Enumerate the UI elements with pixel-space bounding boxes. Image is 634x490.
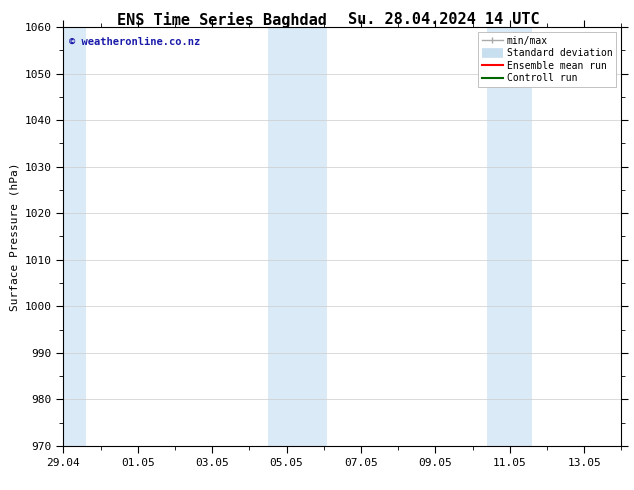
Bar <box>488 27 532 446</box>
Y-axis label: Surface Pressure (hPa): Surface Pressure (hPa) <box>9 162 19 311</box>
Bar <box>268 27 328 446</box>
Text: Su. 28.04.2024 14 UTC: Su. 28.04.2024 14 UTC <box>348 12 540 27</box>
Bar <box>60 27 86 446</box>
Text: ENS Time Series Baghdad: ENS Time Series Baghdad <box>117 12 327 28</box>
Legend: min/max, Standard deviation, Ensemble mean run, Controll run: min/max, Standard deviation, Ensemble me… <box>477 32 616 87</box>
Text: © weatheronline.co.nz: © weatheronline.co.nz <box>69 37 200 48</box>
